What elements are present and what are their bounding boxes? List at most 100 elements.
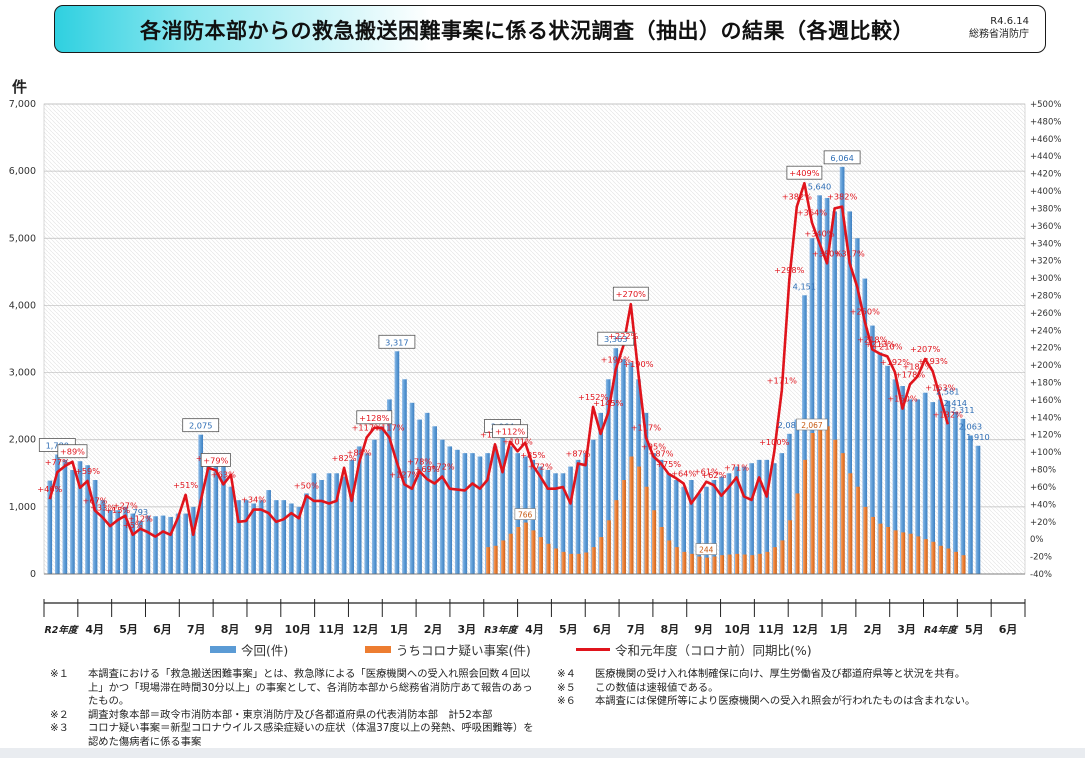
footnote-mark: ※１ (50, 668, 69, 680)
bar-total (251, 503, 256, 574)
bar-total (756, 459, 762, 574)
bar-total (47, 480, 53, 574)
bar-total (885, 365, 890, 574)
month-label: 12月 (352, 623, 378, 636)
pct-data-label: +85% (520, 450, 545, 460)
pct-data-label: +145% (593, 398, 623, 408)
bar-total (432, 426, 437, 574)
pct-data-label: +117% (631, 422, 661, 432)
bar-covid (742, 554, 747, 574)
y-tick-label: 4,000 (9, 300, 36, 311)
total-data-label: 1,910 (966, 432, 989, 442)
bar-total (764, 459, 769, 574)
pct-data-label: +33% (90, 502, 115, 512)
bar-total (288, 503, 294, 574)
y-tick-label: 0 (30, 569, 36, 580)
bar-total (960, 418, 966, 574)
bar-covid (946, 548, 951, 574)
pct-data-label: +317% (835, 248, 865, 258)
pct-data-label: +222% (608, 331, 638, 341)
bar-total (771, 463, 777, 574)
y2-tick-label: +460% (1030, 135, 1061, 145)
month-label: 6月 (999, 623, 1018, 636)
footnote-mark: ※２ (50, 708, 69, 721)
bar-total (802, 295, 807, 574)
pct-data-label: +132% (933, 409, 963, 419)
bar-covid (863, 506, 868, 574)
bar-total (507, 446, 513, 574)
footnote: ※５ この数値は速報値である。 (557, 682, 1027, 696)
pct-data-label: +207% (910, 344, 940, 354)
month-label: 4月 (525, 623, 544, 636)
bar-total (900, 386, 905, 574)
notes-left: ※１ 本調査における「救急搬送困難事案」とは、救急隊による「医療機関への受入れ照会… (50, 668, 540, 750)
bar-total (666, 473, 671, 574)
pct-data-label: +15% (105, 505, 130, 515)
pct-data-label: +87% (565, 448, 590, 458)
bar-covid (599, 537, 604, 574)
legend-covid-label: うちコロナ疑い事案(件) (396, 643, 531, 658)
total-data-label: 2,414 (944, 398, 967, 408)
y2-tick-label: +240% (1030, 326, 1061, 336)
total-data-label: 793 (133, 507, 149, 517)
footnote: ※２ 調査対象本部＝政令市消防本部・東京消防庁及び各都道府県の代表消防本部 計52… (50, 709, 540, 723)
bar-total (937, 399, 943, 574)
bar-total (349, 459, 354, 574)
bar-covid (636, 466, 642, 574)
bar-total (183, 513, 188, 574)
notes-right: ※４ 医療機関の受け入れ体制確保に向け、厚生労働省及び都道府県等と状況を共有。 ※５… (557, 668, 1027, 709)
footnote-text: 医療機関の受け入れ体制確保に向け、厚生労働省及び都道府県等と状況を共有。 (595, 668, 966, 680)
month-label: 5月 (559, 623, 578, 636)
bar-total (824, 198, 830, 574)
footnote-text: この数値は速報値である。 (595, 681, 719, 694)
bar-total (115, 510, 121, 574)
bar-total (583, 453, 588, 574)
bar-covid (772, 547, 777, 574)
y2-tick-label: +180% (1030, 379, 1061, 389)
bar-total (907, 399, 913, 574)
pct-data-label: +5% (123, 520, 143, 530)
y2-tick-label: +300% (1030, 274, 1061, 284)
bar-covid (953, 551, 958, 574)
pct-data-label: +193% (918, 356, 948, 366)
bar-total (266, 490, 271, 574)
pct-data-label: +62% (701, 470, 726, 480)
total-data-label: 2,581 (936, 387, 959, 397)
covid-data-label: 766 (518, 511, 533, 520)
y2-tick-label: +500% (1030, 100, 1061, 110)
bar-covid (712, 556, 717, 574)
bar-total (100, 500, 105, 574)
bar-total (334, 473, 339, 574)
bar-covid (795, 493, 800, 574)
bar-covid (629, 456, 634, 574)
month-label: 9月 (255, 623, 274, 636)
bar-total (832, 211, 837, 574)
bar-total (281, 500, 287, 574)
bar-total (122, 506, 128, 574)
bar-total (145, 515, 151, 574)
bar-total (605, 379, 611, 574)
y2-tick-label: +160% (1030, 396, 1061, 406)
title-date-issuer: R4.6.14 総務省消防庁 (969, 15, 1029, 41)
bar-covid (870, 516, 875, 574)
legend-total-label: 今回(件) (241, 643, 288, 658)
pct-data-label: +51% (173, 480, 198, 490)
pct-data-label: +382% (782, 192, 812, 202)
pct-data-label: +210% (872, 341, 902, 351)
bar-total (70, 469, 75, 574)
bar-covid (916, 536, 921, 574)
pct-data-label: +190% (623, 359, 653, 369)
y2-tick-label: +260% (1030, 309, 1061, 319)
pct-data-label: +218% (857, 334, 887, 344)
bar-total (922, 392, 928, 574)
bar-total (817, 195, 822, 575)
bar-covid (787, 520, 792, 574)
bar-total (620, 359, 626, 574)
total-data-label: 2,075 (189, 421, 212, 431)
pct-data-label: +34% (241, 495, 266, 505)
bar-total (809, 238, 815, 575)
bar-total (54, 454, 60, 574)
pct-data-label: +67% (83, 495, 108, 505)
y2-tick-label: -40% (1030, 570, 1052, 580)
bar-covid (757, 553, 762, 574)
